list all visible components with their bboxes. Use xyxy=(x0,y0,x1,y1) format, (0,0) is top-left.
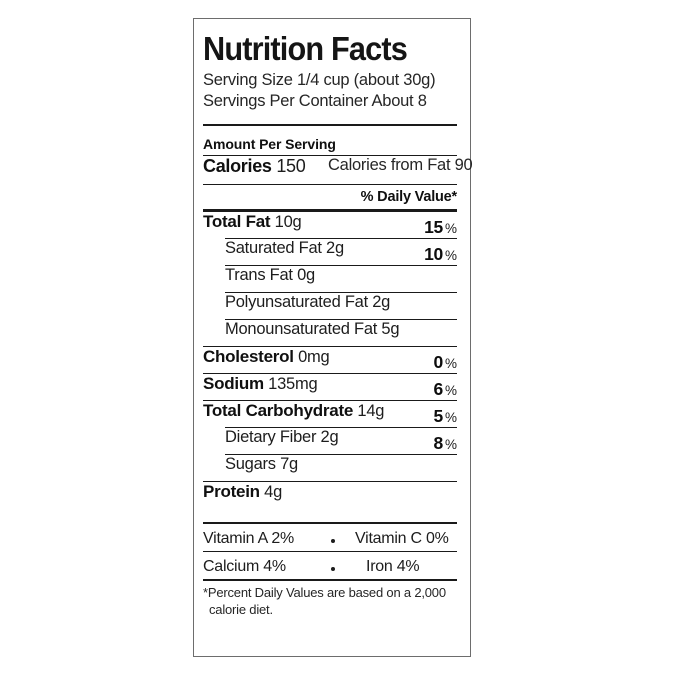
daily-value-number: 5 xyxy=(433,406,444,426)
nutrient-name: Total Carbohydrate xyxy=(203,401,354,420)
daily-value-header: % Daily Value* xyxy=(360,189,458,205)
footnote-line-1: *Percent Daily Values are based on a 2,0… xyxy=(203,585,446,600)
vitamin-right-value: Iron 4% xyxy=(366,558,420,575)
calories-from-fat-text: Calories from Fat 90 xyxy=(328,156,473,174)
nutrient-name: Sodium xyxy=(203,374,264,393)
nutrient-label: Cholesterol 0mg xyxy=(203,347,330,366)
spacer xyxy=(203,508,457,522)
vitamin-divider xyxy=(203,551,457,552)
percent-sign: % xyxy=(444,356,457,371)
nutrient-divider xyxy=(225,265,457,266)
nutrient-row: Sugars 7g xyxy=(203,455,457,481)
nutrient-name: Total Fat xyxy=(203,212,271,231)
divider-before-vitamins xyxy=(203,522,457,524)
daily-value-cell: 15% xyxy=(424,217,457,238)
nutrient-divider xyxy=(203,373,457,374)
calories-label: Calories xyxy=(203,156,272,176)
nutrient-row: Total Carbohydrate 14g 5% xyxy=(203,401,457,427)
nutrient-label: Protein 4g xyxy=(203,482,282,501)
nutrient-row: Dietary Fiber 2g 8% xyxy=(203,428,457,454)
nutrient-label: Polyunsaturated Fat 2g xyxy=(225,293,391,311)
nutrient-label: Dietary Fiber 2g xyxy=(225,428,339,446)
footnote: *Percent Daily Values are based on a 2,0… xyxy=(203,581,457,618)
nutrient-label: Total Carbohydrate 14g xyxy=(203,401,385,420)
daily-value-cell: 0% xyxy=(434,352,457,373)
nutrient-divider xyxy=(225,454,457,455)
vitamin-row: Vitamin A 2% Vitamin C 0% xyxy=(203,524,457,551)
nutrient-name: Cholesterol xyxy=(203,347,294,366)
divider-after-header xyxy=(203,124,457,126)
daily-value-number: 0 xyxy=(433,352,444,372)
nutrient-label: Sugars 7g xyxy=(225,455,298,473)
percent-sign: % xyxy=(444,437,457,452)
vitamin-left-value: Vitamin A 2% xyxy=(203,530,294,547)
bullet-separator-icon xyxy=(331,567,335,571)
nutrient-divider xyxy=(225,292,457,293)
servings-per-container-text: Servings Per Container About 8 xyxy=(203,92,427,110)
vitamin-rows: Vitamin A 2% Vitamin C 0% Calcium 4% Iron 4… xyxy=(203,524,457,581)
divider-before-nutrients xyxy=(203,209,457,212)
nutrition-facts-content: Nutrition Facts Serving Size 1/4 cup (ab… xyxy=(203,19,473,618)
nutrient-divider xyxy=(225,319,457,320)
nutrient-row: Protein 4g xyxy=(203,482,457,508)
nutrient-row: Monounsaturated Fat 5g xyxy=(203,320,457,346)
nutrient-divider xyxy=(225,427,457,428)
calories-row: Calories 150 Calories from Fat 90 xyxy=(203,156,473,184)
daily-value-cell: 6% xyxy=(434,379,457,400)
nutrient-label: Total Fat 10g xyxy=(203,212,302,231)
serving-size-text: Serving Size 1/4 cup (about 30g) xyxy=(203,71,436,89)
footnote-line-2: calorie diet. xyxy=(209,601,273,617)
nutrient-divider xyxy=(203,400,457,401)
nutrient-label: Saturated Fat 2g xyxy=(225,239,344,257)
calories-label-and-value: Calories 150 xyxy=(203,156,306,177)
vitamin-row: Calcium 4% Iron 4% xyxy=(203,552,457,579)
bullet-separator-icon xyxy=(331,539,335,543)
daily-value-number: 10 xyxy=(424,244,443,264)
nutrient-row: Sodium 135mg 6% xyxy=(203,374,457,400)
percent-sign: % xyxy=(444,383,457,398)
calories-section: Calories 150 Calories from Fat 90 xyxy=(203,156,473,184)
percent-sign: % xyxy=(444,248,457,263)
nutrient-row: Polyunsaturated Fat 2g xyxy=(203,293,457,319)
nutrient-rows: Total Fat 10g 15% Saturated Fat 2g 10% Trans… xyxy=(203,212,457,508)
nutrient-name: Protein xyxy=(203,482,260,501)
daily-value-cell: 5% xyxy=(434,406,457,427)
percent-sign: % xyxy=(444,410,457,425)
page-title: Nutrition Facts xyxy=(203,30,408,67)
spacer xyxy=(203,112,457,124)
nutrient-row: Saturated Fat 2g 10% xyxy=(203,239,457,265)
calories-value: 150 xyxy=(276,156,306,176)
vitamin-divider xyxy=(203,579,457,581)
nutrient-divider xyxy=(203,481,457,482)
percent-sign: % xyxy=(444,221,457,236)
daily-value-number: 8 xyxy=(433,433,444,453)
nutrient-row: Trans Fat 0g xyxy=(203,266,457,292)
daily-value-number: 15 xyxy=(424,217,443,237)
daily-value-cell: 8% xyxy=(434,433,457,454)
nutrient-row: Total Fat 10g 15% xyxy=(203,212,457,238)
nutrient-divider xyxy=(225,238,457,239)
nutrition-facts-panel: Nutrition Facts Serving Size 1/4 cup (ab… xyxy=(193,18,473,657)
nutrient-label: Sodium 135mg xyxy=(203,374,318,393)
vitamin-right-value: Vitamin C 0% xyxy=(355,530,449,547)
nutrient-label: Monounsaturated Fat 5g xyxy=(225,320,400,338)
daily-value-number: 6 xyxy=(433,379,444,399)
spacer xyxy=(203,126,457,133)
vitamin-left-value: Calcium 4% xyxy=(203,558,286,575)
nutrient-label: Trans Fat 0g xyxy=(225,266,315,284)
divider-after-calories xyxy=(203,184,457,185)
daily-value-cell: 10% xyxy=(424,244,457,265)
divider-after-amount-per-serving xyxy=(203,155,457,156)
nutrient-row: Cholesterol 0mg 0% xyxy=(203,347,457,373)
amount-per-serving-label: Amount Per Serving xyxy=(203,136,336,152)
nutrient-divider xyxy=(203,346,457,347)
